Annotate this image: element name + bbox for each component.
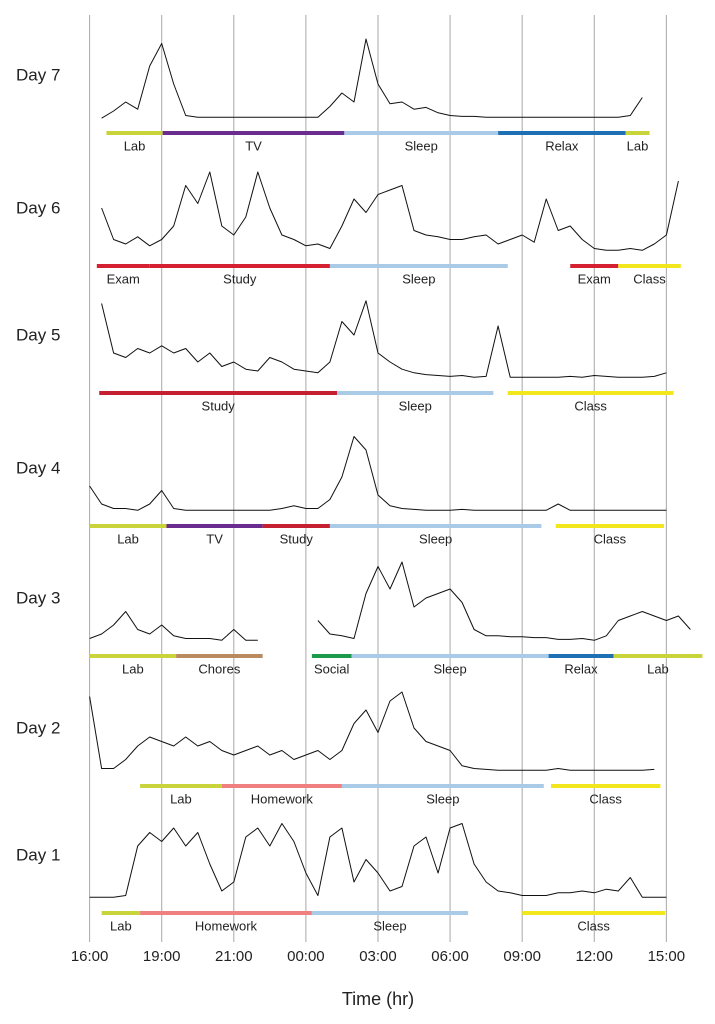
activity-label: Relax — [564, 661, 598, 676]
x-tick-label: 00:00 — [287, 948, 325, 965]
activity-bar — [89, 654, 177, 658]
activity-label: Sleep — [373, 918, 406, 933]
activity-bar — [96, 264, 150, 268]
activity-bar — [329, 264, 508, 268]
activity-bar — [140, 784, 222, 788]
activity-bar — [344, 131, 499, 135]
x-tick-label: 03:00 — [359, 948, 397, 965]
activity-label: Sleep — [433, 661, 466, 676]
day-label: Day 1 — [16, 845, 60, 864]
activity-trace — [89, 561, 691, 641]
activity-label: Lab — [122, 661, 144, 676]
activity-label: Lab — [647, 661, 669, 676]
day-label: Day 2 — [16, 718, 60, 737]
day-label: Day 4 — [16, 458, 60, 477]
activity-bar — [176, 654, 263, 658]
activity-bar — [507, 391, 674, 395]
x-tick-label: 16:00 — [71, 948, 109, 965]
activity-bar — [89, 524, 167, 528]
activity-bar — [106, 131, 163, 135]
activity-label: Homework — [195, 918, 258, 933]
activity-label: Lab — [170, 791, 192, 806]
activity-bar — [149, 264, 330, 268]
activity-label: Sleep — [405, 138, 438, 153]
activity-label: Lab — [124, 138, 146, 153]
activity-label: Class — [577, 918, 610, 933]
activity-bar — [613, 654, 703, 658]
activity-label: TV — [245, 138, 262, 153]
activity-bar — [351, 654, 549, 658]
x-tick-label: 09:00 — [503, 948, 541, 965]
activity-bar — [162, 131, 345, 135]
activity-bar — [555, 524, 664, 528]
activity-bar — [166, 524, 263, 528]
activity-bar — [221, 784, 342, 788]
activity-trace — [101, 300, 667, 378]
x-tick-label: 06:00 — [431, 948, 469, 965]
activity-bar — [570, 264, 619, 268]
day-label: Day 6 — [16, 198, 60, 217]
day-label: Day 5 — [16, 325, 60, 344]
activity-bar — [99, 391, 338, 395]
x-tick-label: 12:00 — [575, 948, 613, 965]
activity-bar — [618, 264, 681, 268]
activity-label: Homework — [251, 791, 314, 806]
activity-bar — [262, 524, 330, 528]
x-tick-label: 15:00 — [648, 948, 686, 965]
activity-label: Exam — [578, 271, 611, 286]
activity-bar — [551, 784, 661, 788]
activity-bar — [337, 391, 494, 395]
activity-bar — [311, 911, 469, 915]
activity-label: Exam — [107, 271, 140, 286]
activity-label: Class — [633, 271, 666, 286]
activity-label: Lab — [627, 138, 649, 153]
day-label: Day 3 — [16, 588, 60, 607]
day-label: Day 7 — [16, 65, 60, 84]
activity-bar — [329, 524, 542, 528]
activity-label: Class — [589, 791, 622, 806]
activity-trace — [89, 823, 667, 898]
activity-label: TV — [206, 531, 223, 546]
activity-label: Class — [594, 531, 627, 546]
activity-bar — [498, 131, 626, 135]
activity-label: Social — [314, 661, 350, 676]
activity-label: Sleep — [399, 398, 432, 413]
activity-bar — [548, 654, 614, 658]
activity-label: Study — [202, 398, 236, 413]
activity-bar — [341, 784, 544, 788]
activity-label: Relax — [545, 138, 579, 153]
activity-label: Sleep — [419, 531, 452, 546]
activity-label: Study — [280, 531, 314, 546]
activity-bar — [522, 911, 666, 915]
activity-label: Chores — [198, 661, 240, 676]
activity-bar — [625, 131, 650, 135]
activity-bar — [101, 911, 141, 915]
activity-label: Study — [223, 271, 257, 286]
activity-label: Sleep — [402, 271, 435, 286]
x-axis-label: Time (hr) — [342, 989, 414, 1009]
activity-trace — [101, 171, 679, 251]
activity-trace — [101, 38, 643, 119]
activity-trace — [89, 691, 655, 771]
activity-label: Sleep — [426, 791, 459, 806]
x-tick-label: 19:00 — [143, 948, 181, 965]
activity-label: Lab — [117, 531, 139, 546]
activity-bar — [140, 911, 312, 915]
x-tick-label: 21:00 — [215, 948, 253, 965]
activity-trace — [89, 436, 667, 511]
activity-label: Class — [574, 398, 607, 413]
activity-label: Lab — [110, 918, 132, 933]
activity-bar — [311, 654, 352, 658]
